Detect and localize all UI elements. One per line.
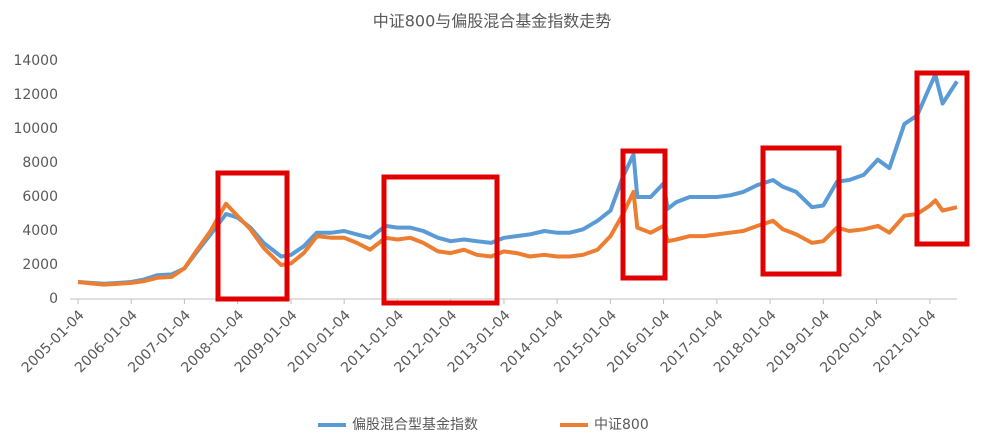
y-tick-label: 10000 — [13, 121, 58, 137]
highlight-box — [914, 70, 970, 247]
highlight-box — [215, 170, 290, 302]
y-tick-label: 4000 — [22, 223, 58, 239]
highlight-box — [620, 148, 668, 281]
highlight-box — [760, 145, 842, 277]
legend-label: 中证800 — [594, 417, 649, 433]
y-tick-label: 6000 — [22, 189, 58, 205]
series-line — [77, 72, 959, 286]
series-line — [77, 189, 958, 287]
y-tick-label: 2000 — [22, 257, 58, 273]
y-tick-label: 14000 — [13, 53, 58, 69]
annotations — [215, 70, 970, 306]
chart-title: 中证800与偏股混合基金指数走势 — [373, 12, 612, 31]
y-tick-label: 12000 — [13, 87, 58, 103]
highlight-box — [381, 174, 500, 306]
y-tick-label: 8000 — [22, 155, 58, 171]
y-tick-label: 0 — [49, 291, 58, 307]
legend-label: 偏股混合型基金指数 — [352, 416, 478, 433]
